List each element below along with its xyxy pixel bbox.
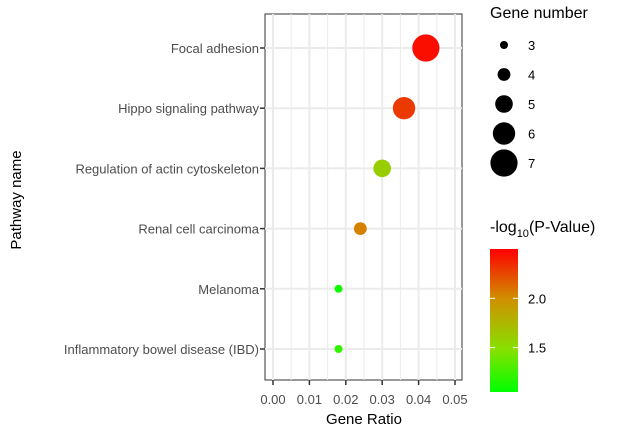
x-tick-label: 0.00 xyxy=(260,392,285,407)
x-tick-label: 0.03 xyxy=(370,392,395,407)
color-legend-tick-label: 2.0 xyxy=(528,291,546,306)
size-legend-dot xyxy=(500,41,508,49)
size-legend-label: 5 xyxy=(528,97,535,112)
color-legend: -log10(P-Value) 1.5 2.0 xyxy=(490,219,595,392)
color-legend-ticks: 1.5 2.0 xyxy=(490,291,546,356)
y-tick-label: Melanoma xyxy=(198,282,259,297)
size-legend-title: Gene number xyxy=(490,5,589,22)
y-tick-label: Regulation of actin cytoskeleton xyxy=(75,161,259,176)
x-axis: 0.00 0.01 0.02 0.03 0.04 0.05 xyxy=(260,380,468,407)
size-legend-label: 6 xyxy=(528,127,535,142)
size-legend-dot xyxy=(490,149,518,177)
data-points xyxy=(334,34,440,353)
size-legend-dot xyxy=(492,122,516,145)
color-legend-title-subscript: 10 xyxy=(517,228,529,240)
x-tick-label: 0.05 xyxy=(442,392,467,407)
x-tick-label: 0.02 xyxy=(333,392,358,407)
x-axis-title: Gene Ratio xyxy=(326,411,402,428)
x-tick-label: 0.04 xyxy=(406,392,431,407)
size-legend: Gene number 3 4 5 6 7 xyxy=(490,5,589,177)
x-tick-label: 0.01 xyxy=(297,392,322,407)
size-legend-dot xyxy=(497,68,511,81)
y-axis: Focal adhesion Hippo signaling pathway Reg… xyxy=(64,41,265,357)
data-point xyxy=(412,34,440,62)
data-point xyxy=(334,345,343,353)
color-legend-tick-label: 1.5 xyxy=(528,341,546,356)
size-legend-items: 3 4 5 6 7 xyxy=(490,38,535,177)
color-legend-title: -log10(P-Value) xyxy=(490,219,595,240)
color-legend-bar xyxy=(490,249,518,392)
grid-lines xyxy=(265,14,462,380)
color-legend-title-main: -log xyxy=(490,219,517,236)
data-point xyxy=(392,97,416,120)
size-legend-dot xyxy=(495,95,513,113)
size-legend-label: 7 xyxy=(528,156,535,171)
size-legend-label: 4 xyxy=(528,68,535,83)
y-axis-title: Pathway name xyxy=(8,150,25,249)
y-tick-label: Hippo signaling pathway xyxy=(118,101,259,116)
size-legend-label: 3 xyxy=(528,38,535,53)
y-tick-label: Focal adhesion xyxy=(171,41,259,56)
y-tick-label: Inflammatory bowel disease (IBD) xyxy=(64,342,259,357)
data-point xyxy=(334,284,343,293)
y-tick-label: Renal cell carcinoma xyxy=(138,222,259,237)
data-point xyxy=(353,222,367,236)
color-legend-title-rest: (P-Value) xyxy=(529,219,595,236)
data-point xyxy=(373,159,392,178)
plot-panel xyxy=(264,13,463,381)
